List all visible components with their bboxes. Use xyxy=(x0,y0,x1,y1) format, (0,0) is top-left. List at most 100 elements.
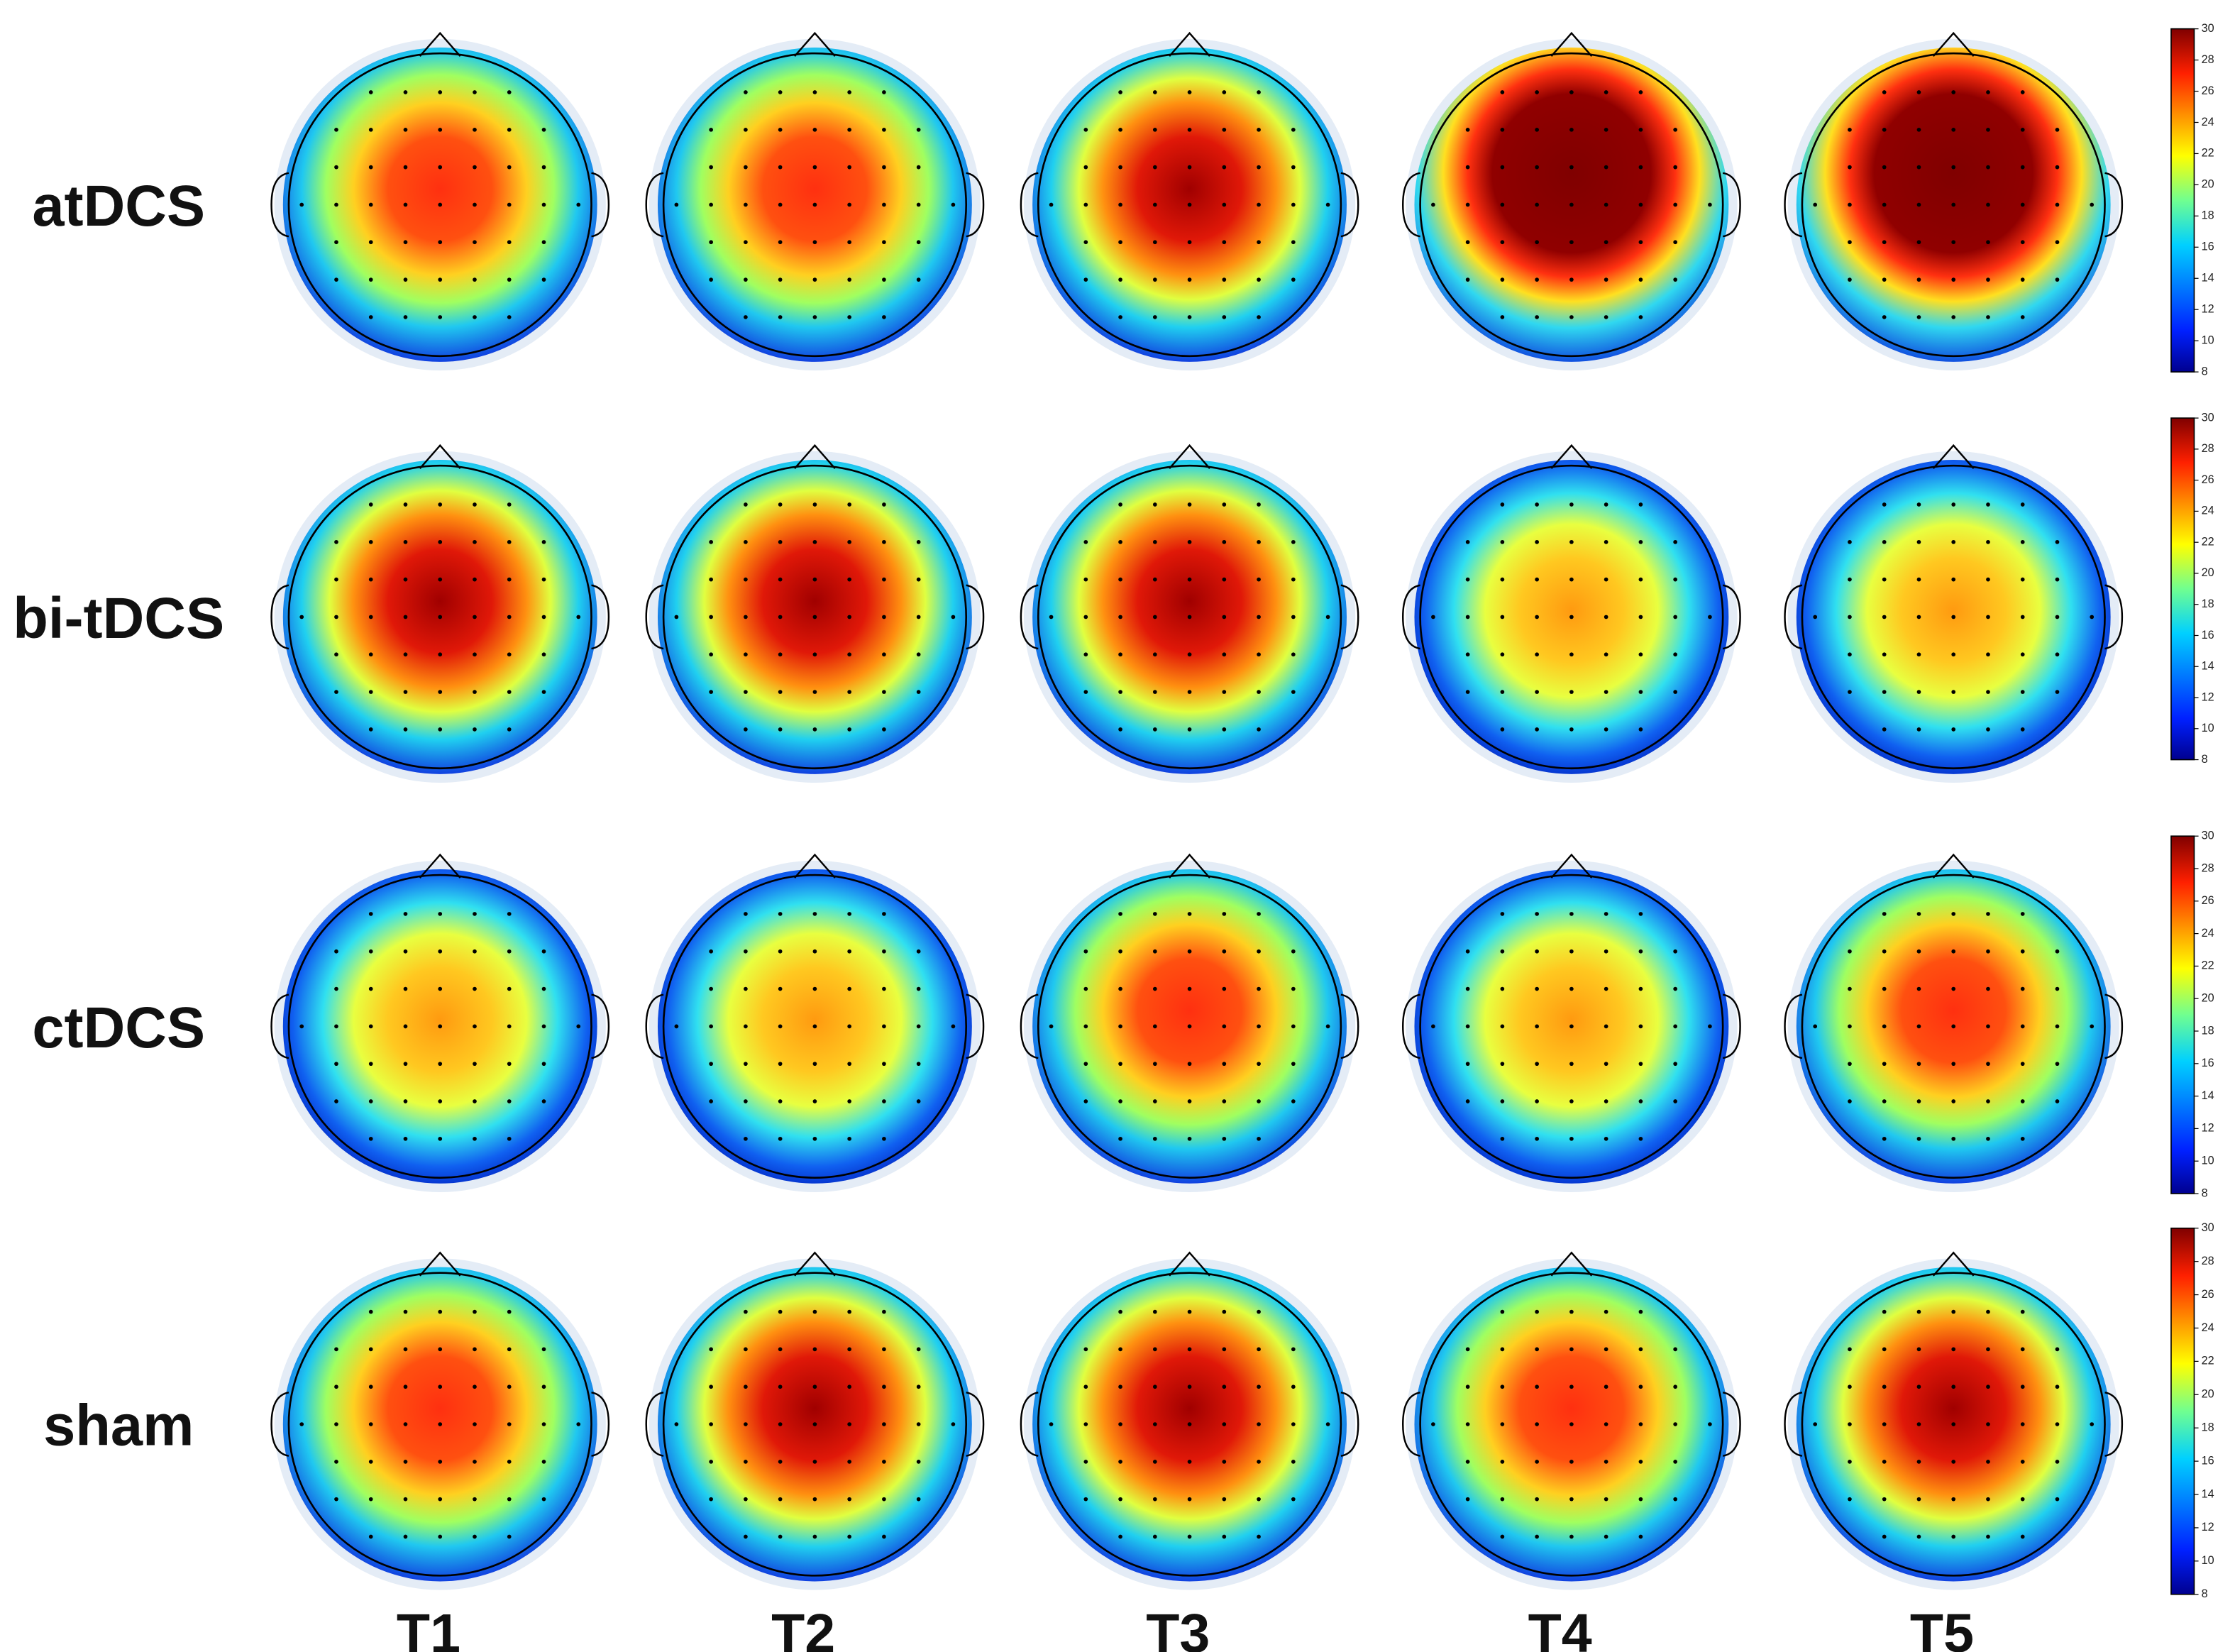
electrode xyxy=(368,315,373,319)
electrode xyxy=(1569,165,1574,170)
ear-right xyxy=(591,1392,610,1457)
ear-left xyxy=(1402,172,1420,238)
electrode xyxy=(709,1460,713,1464)
electrode xyxy=(1500,240,1505,245)
electrode xyxy=(368,202,373,207)
electrode xyxy=(403,202,408,207)
electrode xyxy=(1083,1384,1088,1389)
ear-right xyxy=(2104,584,2124,650)
electrode xyxy=(778,1534,783,1539)
electrode xyxy=(882,615,886,620)
electrode xyxy=(576,202,581,207)
electrode xyxy=(1951,1024,1956,1029)
electrode xyxy=(1848,986,1852,991)
electrode xyxy=(403,127,408,132)
electrode xyxy=(1604,240,1608,245)
colorbar-tick-label: 26 xyxy=(2202,1288,2214,1301)
electrode xyxy=(368,912,373,916)
electrode xyxy=(1848,1062,1852,1067)
electrode xyxy=(1465,1347,1470,1352)
electrode xyxy=(473,986,477,991)
electrode xyxy=(1049,1024,1054,1029)
electrode xyxy=(2055,1099,2060,1103)
ear-right xyxy=(591,993,610,1059)
electrode xyxy=(1187,1534,1192,1539)
electrode xyxy=(1638,277,1643,282)
electrode xyxy=(403,652,408,657)
nose xyxy=(1932,853,1975,879)
electrode xyxy=(1986,690,1990,694)
electrode xyxy=(541,1497,546,1502)
electrode xyxy=(1465,690,1470,694)
electrode xyxy=(1882,1136,1887,1141)
electrode xyxy=(1986,652,1990,657)
electrode xyxy=(847,727,852,732)
electrode xyxy=(778,690,783,694)
ear-right xyxy=(591,584,610,650)
electrode xyxy=(1916,1422,1921,1426)
electrode xyxy=(778,1384,783,1389)
electrode xyxy=(1916,949,1921,954)
electrode xyxy=(2055,165,2060,170)
electrode xyxy=(1638,1062,1643,1067)
electrode xyxy=(438,1422,443,1426)
electrode xyxy=(1291,1024,1296,1029)
electrode xyxy=(812,690,817,694)
electrode xyxy=(438,949,443,954)
electrode xyxy=(1535,690,1539,694)
topomap xyxy=(270,1251,610,1590)
electrode xyxy=(847,240,852,245)
electrode xyxy=(1638,315,1643,319)
row-label: sham xyxy=(43,1394,194,1458)
electrode xyxy=(1604,1309,1608,1314)
electrode xyxy=(1500,1497,1505,1502)
electrode xyxy=(1986,1497,1990,1502)
electrode xyxy=(1222,1347,1227,1352)
electrode xyxy=(403,90,408,94)
electrode xyxy=(1951,202,1956,207)
electrode xyxy=(334,277,338,282)
colorbar-tick-label: 30 xyxy=(2202,830,2214,842)
electrode xyxy=(1222,1422,1227,1426)
electrode xyxy=(1187,949,1192,954)
topomap xyxy=(1402,853,1741,1192)
colorbar-tick-label: 28 xyxy=(2202,442,2214,455)
electrode xyxy=(473,1347,477,1352)
electrode xyxy=(1257,502,1261,507)
electrode xyxy=(1291,1422,1296,1426)
topomap xyxy=(270,31,610,371)
electrode xyxy=(1257,240,1261,245)
electrode xyxy=(1916,1534,1921,1539)
colorbar-tick-label: 10 xyxy=(2202,722,2214,734)
electrode xyxy=(1951,577,1956,582)
electrode xyxy=(541,1024,546,1029)
electrode xyxy=(744,1534,748,1539)
electrode xyxy=(812,615,817,620)
electrode xyxy=(1083,240,1088,245)
electrode xyxy=(812,1384,817,1389)
electrode xyxy=(2020,1347,2025,1352)
electrode xyxy=(2055,690,2060,694)
electrode xyxy=(473,127,477,132)
electrode xyxy=(1882,539,1887,544)
electrode xyxy=(334,615,338,620)
electrode xyxy=(1118,652,1122,657)
electrode xyxy=(744,240,748,245)
electrode xyxy=(709,1024,713,1029)
electrode xyxy=(1986,949,1990,954)
electrode xyxy=(882,577,886,582)
electrode xyxy=(1986,577,1990,582)
electrode xyxy=(1083,577,1088,582)
electrode xyxy=(709,1062,713,1067)
electrode xyxy=(1152,1024,1157,1029)
electrode xyxy=(541,1460,546,1464)
electrode xyxy=(1986,539,1990,544)
electrode xyxy=(847,1534,852,1539)
electrode xyxy=(847,1497,852,1502)
electrode xyxy=(1569,1422,1574,1426)
colorbar-tick-label: 16 xyxy=(2202,1057,2214,1069)
ear-right xyxy=(2104,1392,2124,1457)
electrode xyxy=(1604,1422,1608,1426)
electrode xyxy=(882,165,886,170)
electrode xyxy=(1118,1384,1122,1389)
